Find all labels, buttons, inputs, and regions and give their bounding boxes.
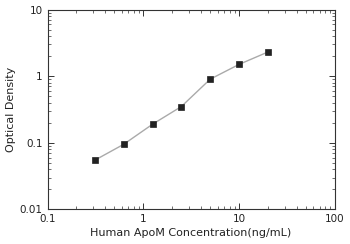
X-axis label: Human ApoM Concentration(ng/mL): Human ApoM Concentration(ng/mL) <box>91 228 292 238</box>
Y-axis label: Optical Density: Optical Density <box>6 67 15 152</box>
